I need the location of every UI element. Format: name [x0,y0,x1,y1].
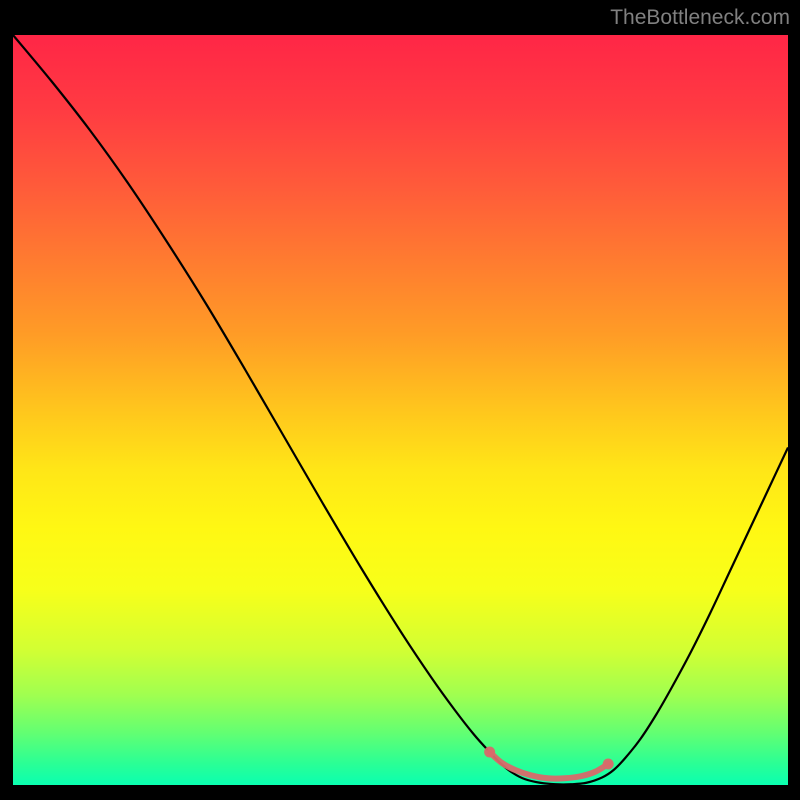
flat-marker-right [603,759,614,770]
plot-area [13,35,788,785]
flat-region-highlight [490,752,609,779]
bottleneck-curve [13,35,788,784]
watermark-text: TheBottleneck.com [610,6,790,30]
curve-layer [13,35,788,785]
flat-marker-left [484,747,495,758]
